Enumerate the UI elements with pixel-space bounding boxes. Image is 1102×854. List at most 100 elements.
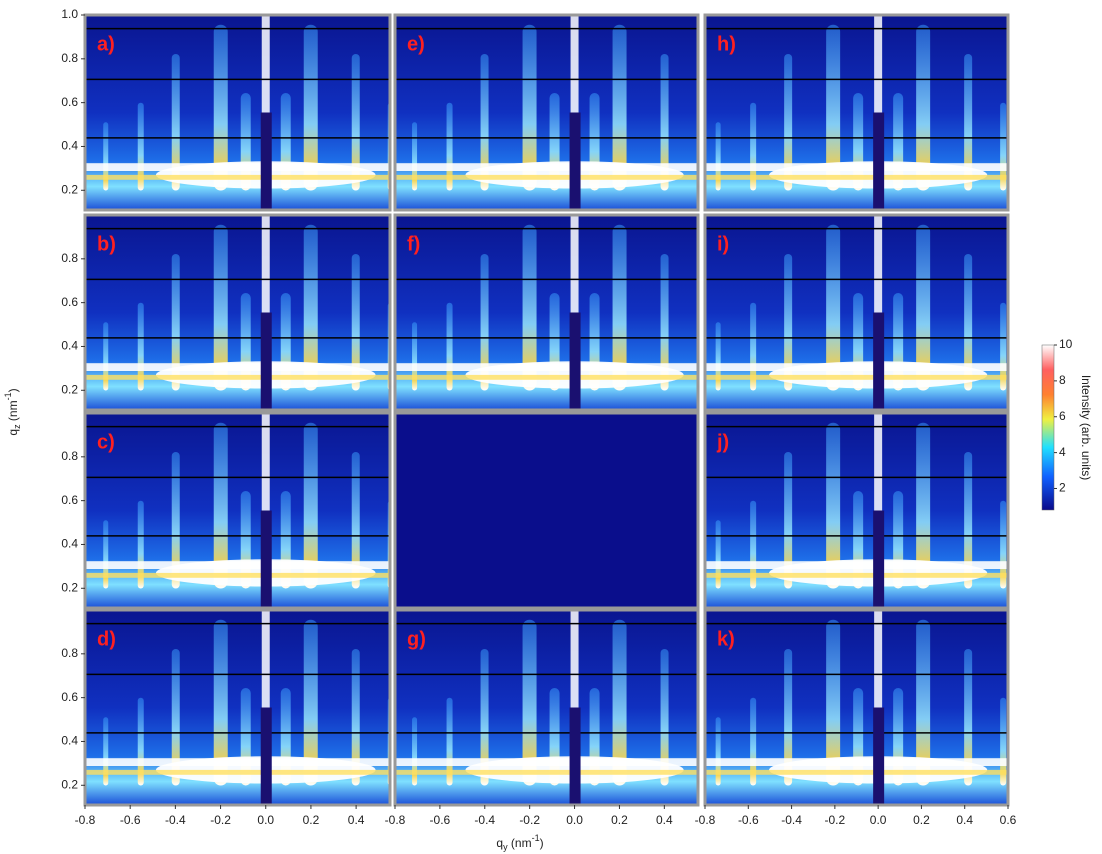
horizon (85, 561, 390, 569)
streak (412, 717, 418, 786)
streak (213, 24, 228, 191)
streak (171, 54, 180, 191)
horizon2 (705, 374, 1008, 380)
horizon2 (395, 174, 698, 180)
pattern-image (705, 15, 1008, 210)
colorbar-tick-label: 10 (1059, 337, 1073, 351)
streak (351, 452, 360, 589)
colorbar-tick-label: 6 (1059, 409, 1066, 423)
y-axis-label: qz (nm-1) (3, 388, 22, 435)
streak (826, 224, 841, 391)
panel: f) (393, 213, 700, 412)
panel-frame (393, 411, 700, 610)
horizon (705, 758, 1008, 766)
beam-stop (260, 112, 272, 210)
x-tick-label: 0.4 (348, 813, 365, 827)
horizon2 (705, 572, 1008, 578)
streak (103, 520, 109, 589)
streak (715, 520, 721, 589)
x-tick-label: -0.2 (210, 813, 231, 827)
horizon (85, 363, 390, 371)
horizon2 (85, 174, 390, 180)
panel: a) 0.2 0.4 0.6 0.8 1.0 (61, 7, 392, 212)
panel-frame (393, 213, 700, 412)
pattern-image (85, 215, 390, 410)
panel-frame (83, 411, 392, 610)
y-tick-label: 0.2 (61, 777, 78, 791)
label-part: (nm (508, 836, 532, 850)
pattern-image (395, 610, 698, 805)
y-tick-label: 1.0 (61, 7, 78, 21)
colorbar-tick-label: 4 (1059, 445, 1066, 459)
y-tick-label: 0.8 (61, 51, 78, 65)
streak (916, 224, 931, 391)
streak (480, 254, 489, 391)
panel: k) -0.8 -0.6 -0.4 -0.2 0.0 0.2 0.4 0.6 (695, 608, 1041, 827)
panel-label: c) (97, 431, 115, 453)
streak (1036, 520, 1041, 588)
beam-stop (873, 510, 885, 608)
pattern-image (395, 413, 698, 608)
streak (715, 717, 721, 786)
streak (351, 254, 360, 391)
panel (393, 411, 700, 610)
x-tick-label: -0.4 (474, 813, 495, 827)
streak (715, 322, 721, 391)
panel-frame (703, 13, 1010, 212)
x-tick-label: 0.0 (566, 813, 583, 827)
panel-frame (83, 213, 392, 412)
x-tick-label: 0.2 (611, 813, 628, 827)
label-part: y (503, 842, 508, 852)
beam-stop (569, 312, 581, 410)
horizon (395, 363, 698, 371)
x-tick-label: -0.6 (120, 813, 141, 827)
y-tick-label: 0.4 (61, 339, 78, 353)
x-tick-label: -0.2 (519, 813, 540, 827)
x-tick-label: -0.8 (75, 813, 96, 827)
pattern-image (395, 215, 698, 410)
streak (1036, 717, 1041, 785)
beam-stop (873, 312, 885, 410)
x-tick-label: -0.6 (430, 813, 451, 827)
streak (784, 649, 793, 786)
streak (412, 122, 418, 191)
panel-label: a) (97, 33, 115, 55)
label-part: q (496, 836, 503, 850)
x-tick-label: 0.0 (257, 813, 274, 827)
y-tick-label: 0.4 (61, 537, 78, 551)
horizon (705, 363, 1008, 371)
panel-frame (393, 608, 700, 807)
y-tick-label: 0.2 (61, 580, 78, 594)
colorbar (1041, 344, 1055, 511)
streak (522, 619, 537, 786)
beam-stop (569, 707, 581, 805)
horizon2 (395, 769, 698, 775)
streak (826, 422, 841, 589)
panel-frame (393, 13, 700, 212)
streak (480, 54, 489, 191)
beam-stop (569, 112, 581, 210)
colorbar-tick-label: 2 (1059, 481, 1066, 495)
streak (171, 649, 180, 786)
streak (171, 254, 180, 391)
panel-frame (703, 213, 1010, 412)
streak (784, 254, 793, 391)
streak (351, 54, 360, 191)
panel-frame (83, 13, 392, 212)
streak (412, 322, 418, 391)
streak (612, 224, 627, 391)
x-tick-label: 0.2 (303, 813, 320, 827)
y-tick-label: 0.4 (61, 734, 78, 748)
pattern-image (705, 610, 1041, 805)
panel: d) 0.2 0.4 0.6 0.8 -0.8 -0.6 -0.4 -0.2 0.0 0.2 0.4 (61, 608, 392, 827)
streak (916, 619, 931, 786)
pattern-image (85, 413, 390, 608)
panel: b) 0.2 0.4 0.6 0.8 (61, 213, 392, 412)
panel: j) (703, 411, 1041, 610)
streak (303, 224, 318, 391)
panel: e) (393, 13, 700, 212)
panel: c) 0.2 0.4 0.6 0.8 (61, 411, 392, 610)
streak (522, 24, 537, 191)
streak (612, 24, 627, 191)
streak (784, 54, 793, 191)
